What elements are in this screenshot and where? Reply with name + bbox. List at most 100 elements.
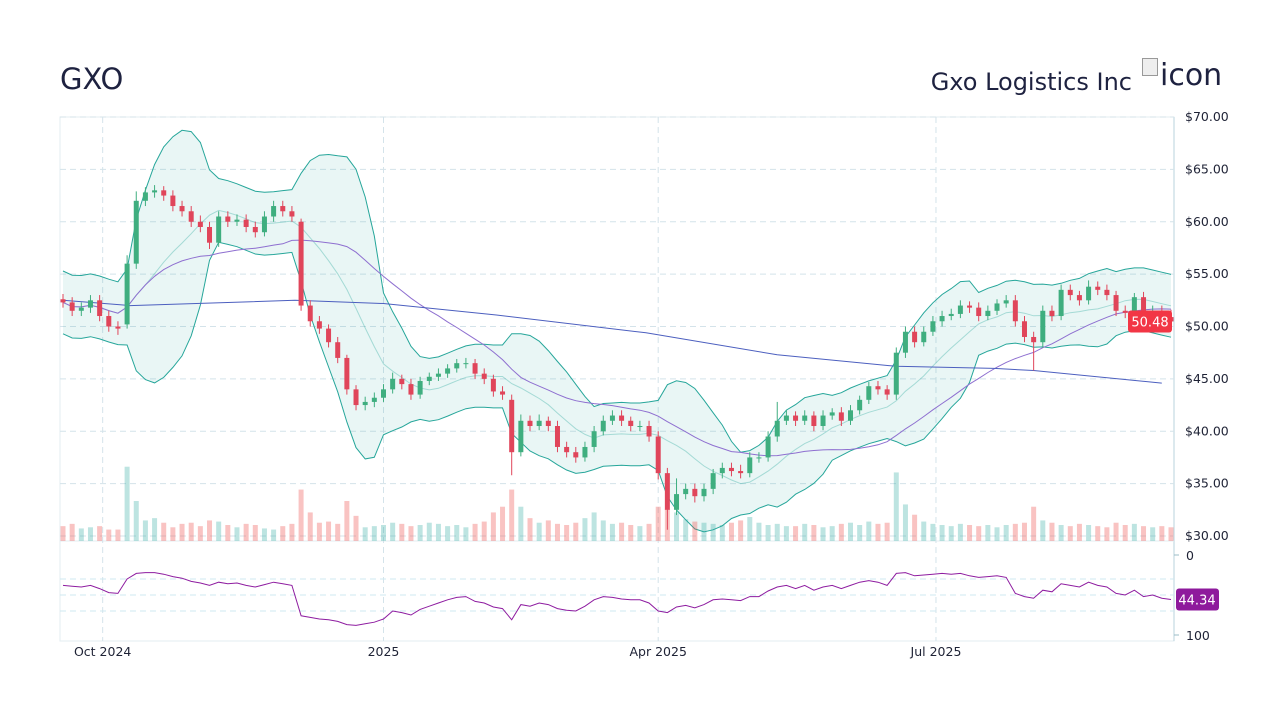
volume-bar — [701, 522, 707, 541]
candle — [573, 446, 579, 463]
candle — [399, 374, 405, 390]
candle — [738, 464, 744, 479]
candle — [527, 415, 533, 432]
candle-body — [967, 305, 973, 308]
volume-bar — [298, 489, 304, 541]
candle-body — [252, 226, 258, 233]
candle — [271, 200, 277, 222]
volume-bar — [170, 527, 176, 541]
candle-body — [1012, 300, 1018, 322]
volume-bar — [307, 512, 313, 541]
candle-body — [316, 321, 322, 329]
candle-body — [353, 389, 359, 406]
rsi-value-badge — [1176, 588, 1219, 611]
candle — [866, 382, 872, 405]
volume-bar — [1021, 522, 1027, 541]
candle — [170, 190, 176, 212]
volume-bar — [884, 522, 890, 541]
candle — [692, 483, 698, 503]
candle-body — [60, 299, 66, 303]
candle-body — [289, 211, 295, 217]
candle-body — [463, 363, 469, 365]
candle — [619, 410, 625, 427]
candle — [948, 308, 954, 321]
candle-body — [142, 192, 148, 201]
candle — [463, 357, 469, 369]
candle-body — [564, 446, 570, 453]
candle-body — [902, 331, 908, 353]
candle-body — [1040, 310, 1046, 343]
volume-bar — [161, 522, 167, 541]
candle-body — [582, 446, 588, 458]
candle — [353, 385, 359, 411]
candle-body — [106, 316, 112, 327]
candle-body — [1031, 336, 1037, 343]
candle-body — [1122, 310, 1128, 313]
candle-body — [408, 384, 414, 395]
candle-body — [884, 389, 890, 395]
candle — [921, 326, 927, 347]
candle — [820, 410, 826, 431]
volume-bar — [957, 523, 963, 541]
candle-body — [454, 363, 460, 369]
candle-body — [1076, 295, 1082, 301]
candle — [380, 384, 386, 402]
volume-bar — [106, 529, 112, 541]
candle — [912, 326, 918, 348]
candle-body — [811, 415, 817, 427]
volume-bar — [207, 520, 213, 541]
candle-body — [78, 307, 84, 311]
candle — [435, 368, 441, 381]
candle — [701, 483, 707, 502]
volume-bar — [78, 528, 84, 541]
candle-body — [1003, 300, 1009, 304]
candle-body — [820, 415, 826, 427]
candle — [1049, 305, 1055, 322]
volume-bar — [875, 523, 881, 541]
candle — [646, 420, 652, 442]
last-price-badge — [1128, 310, 1172, 333]
volume-bar — [326, 521, 332, 541]
candle-body — [765, 436, 771, 458]
candle-body — [280, 206, 286, 212]
candle-body — [573, 452, 579, 458]
volume-bar — [719, 525, 725, 541]
candle — [307, 300, 313, 327]
volume-bar — [500, 506, 506, 541]
candle — [994, 299, 1000, 315]
volume-bar — [1122, 525, 1128, 541]
volume-bar — [87, 527, 93, 541]
candle — [967, 301, 973, 313]
candle-body — [197, 221, 203, 227]
candle-body — [335, 342, 341, 358]
price-tick-label: $30.00 — [1185, 528, 1229, 543]
volume-bar — [408, 526, 414, 541]
volume-bar — [582, 518, 588, 541]
volume-bar — [912, 514, 918, 541]
candle-body — [1131, 297, 1137, 313]
candle-body — [793, 415, 799, 421]
volume-bar — [857, 525, 863, 541]
volume-bar — [1012, 523, 1018, 541]
candle — [115, 321, 121, 335]
candle — [234, 214, 240, 226]
candle — [957, 300, 963, 319]
volume-bar — [463, 527, 469, 541]
candle — [884, 385, 890, 400]
candle-body — [445, 368, 451, 374]
candle — [1076, 290, 1082, 306]
candle-body — [637, 426, 643, 428]
candle-body — [976, 307, 982, 317]
candle-body — [225, 216, 231, 222]
candle — [216, 211, 222, 247]
volume-bar — [188, 522, 194, 541]
volume-bar — [1049, 522, 1055, 541]
candle-body — [674, 494, 680, 510]
candle — [655, 431, 661, 480]
bollinger-upper-line — [62, 129, 1172, 453]
candle — [60, 294, 66, 308]
candle — [252, 221, 258, 238]
candle-body — [500, 391, 506, 395]
candle-body — [207, 226, 213, 243]
